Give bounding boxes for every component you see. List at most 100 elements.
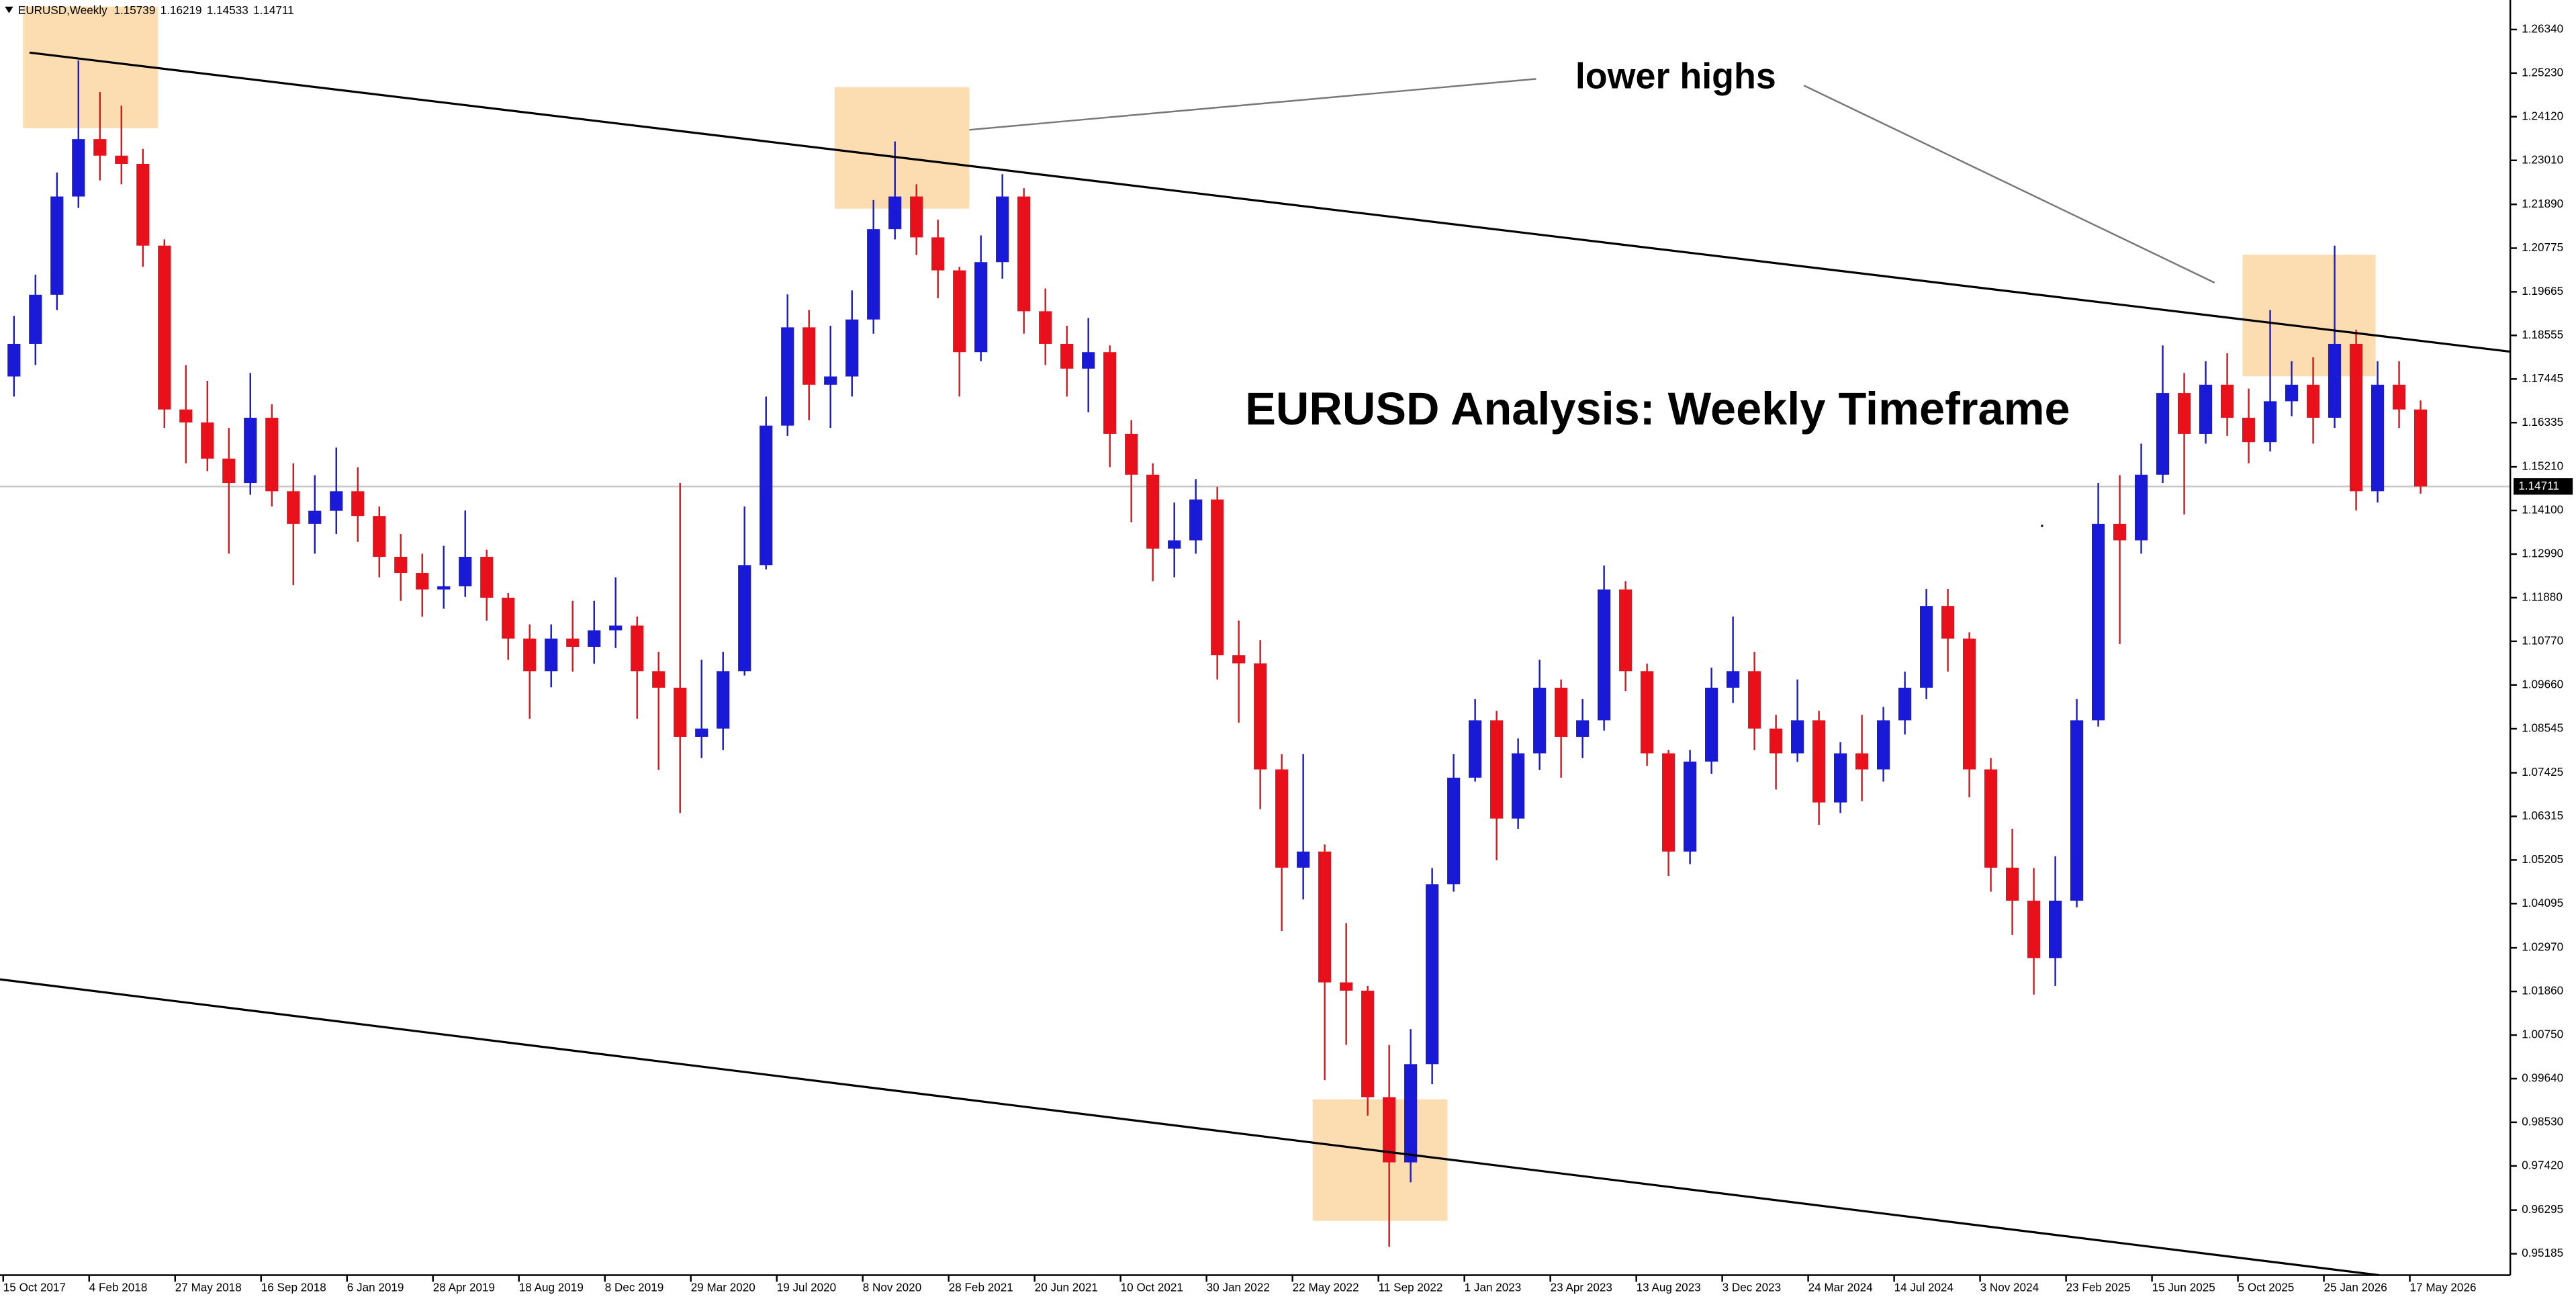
highlight-box (23, 6, 158, 128)
candle-body (2199, 384, 2213, 434)
y-tick-label: 1.20775 (2522, 241, 2563, 254)
y-tick-label: 1.06315 (2522, 809, 2563, 822)
pointer-line (1803, 85, 2215, 283)
header-value: 1.14533 (207, 3, 248, 16)
candle-body (1727, 671, 1740, 688)
candle-body (910, 196, 923, 238)
y-tick-label: 1.07425 (2522, 766, 2563, 778)
dot (2041, 525, 2043, 527)
candle-body (1791, 720, 1804, 754)
x-tick-label: 25 Jan 2026 (2324, 1282, 2387, 1294)
candle-body (1232, 655, 1246, 664)
candle-body (1941, 606, 1955, 639)
y-tick-label: 1.09660 (2522, 678, 2563, 690)
y-tick-label: 1.16335 (2522, 416, 2563, 429)
candle-body (1211, 499, 1224, 656)
candle-body (1426, 884, 1439, 1065)
y-tick-label: 1.14100 (2522, 504, 2563, 517)
y-tick-label: 1.00750 (2522, 1028, 2563, 1041)
x-tick-label: 3 Nov 2024 (1980, 1282, 2039, 1294)
candle-body (1254, 663, 1267, 770)
x-tick-label: 5 Oct 2025 (2238, 1282, 2295, 1294)
candle-body (652, 671, 665, 688)
candle-body (2177, 393, 2191, 434)
candle-body (738, 565, 751, 672)
y-tick-label: 1.12990 (2522, 547, 2563, 559)
candle-body (265, 417, 279, 492)
candle-body (760, 425, 773, 566)
chart-title: EURUSD Analysis: Weekly Timeframe (1245, 383, 2070, 435)
y-tick-label: 1.18555 (2522, 328, 2563, 341)
y-tick-label: 1.26340 (2522, 22, 2563, 35)
x-tick-label: 8 Nov 2020 (863, 1282, 922, 1294)
candle-body (480, 557, 494, 598)
candle-body (974, 262, 988, 353)
candle-body (1082, 352, 1095, 369)
candle-body (1146, 474, 1160, 549)
x-tick-label: 28 Apr 2019 (433, 1282, 495, 1294)
candle-body (2263, 401, 2277, 443)
y-tick-label: 1.15210 (2522, 460, 2563, 473)
y-tick-label: 0.97420 (2522, 1159, 2563, 1171)
price-tag (2514, 478, 2573, 495)
candle-body (459, 557, 472, 586)
candle-body (674, 687, 687, 737)
x-tick-label: 16 Sep 2018 (261, 1282, 326, 1294)
x-tick-label: 1 Jan 2023 (1465, 1282, 1522, 1294)
candle-body (717, 671, 730, 729)
x-tick-label: 29 Mar 2020 (691, 1282, 755, 1294)
candle-body (1383, 1097, 1396, 1163)
candle-body (1039, 311, 1052, 344)
y-tick-label: 1.25230 (2522, 66, 2563, 79)
candle-body (72, 139, 85, 197)
candle-body (631, 625, 644, 672)
candle-body (1619, 589, 1632, 672)
candles (0, 60, 2511, 1247)
candle-body (1533, 687, 1547, 754)
candle-body (1189, 499, 1203, 541)
y-tick-label: 1.02970 (2522, 941, 2563, 954)
highlight-box (1312, 1099, 1448, 1221)
candle-body (2070, 720, 2084, 901)
candle-body (588, 630, 601, 647)
candle-body (201, 422, 214, 459)
candle-body (222, 458, 236, 484)
x-tick-label: 23 Apr 2023 (1551, 1282, 1612, 1294)
candle-body (2027, 900, 2041, 958)
candle-body (394, 557, 408, 574)
candle-body (416, 573, 429, 590)
x-tick-label: 14 Jul 2024 (1894, 1282, 1954, 1294)
candle-body (2156, 393, 2170, 475)
x-tick-label: 6 Jan 2019 (347, 1282, 404, 1294)
header-value: 1.16219 (160, 3, 202, 16)
candle-body (2242, 417, 2256, 443)
candle-body (1920, 606, 1933, 688)
x-tick-label: 11 Sep 2022 (1379, 1282, 1443, 1294)
candle-body (437, 586, 451, 590)
candle-body (1855, 753, 1869, 770)
candle-body (1576, 720, 1590, 737)
x-tick-label: 4 Feb 2018 (89, 1282, 148, 1294)
candle-body (609, 625, 623, 631)
candle-body (996, 196, 1009, 263)
candle-body (115, 155, 128, 165)
candle-body (824, 376, 837, 385)
candle-body (2285, 384, 2299, 402)
x-tick-label: 3 Dec 2023 (1722, 1282, 1782, 1294)
candle-body (1469, 720, 1482, 778)
candle-body (566, 638, 580, 647)
x-tick-label: 27 May 2018 (175, 1282, 242, 1294)
y-tick-label: 1.23010 (2522, 153, 2563, 166)
y-tick-label: 0.95185 (2522, 1247, 2563, 1259)
x-tick-label: 13 Aug 2023 (1637, 1282, 1701, 1294)
x-tick-label: 20 Jun 2021 (1035, 1282, 1098, 1294)
candle-body (1555, 687, 1568, 737)
y-tick-label: 1.19665 (2522, 285, 2563, 298)
x-tick-label: 19 Jul 2020 (777, 1282, 836, 1294)
header-value: 1.14711 (253, 3, 294, 16)
candle-body (1898, 687, 1912, 721)
candle-body (1168, 540, 1181, 549)
candle-body (2306, 384, 2320, 418)
